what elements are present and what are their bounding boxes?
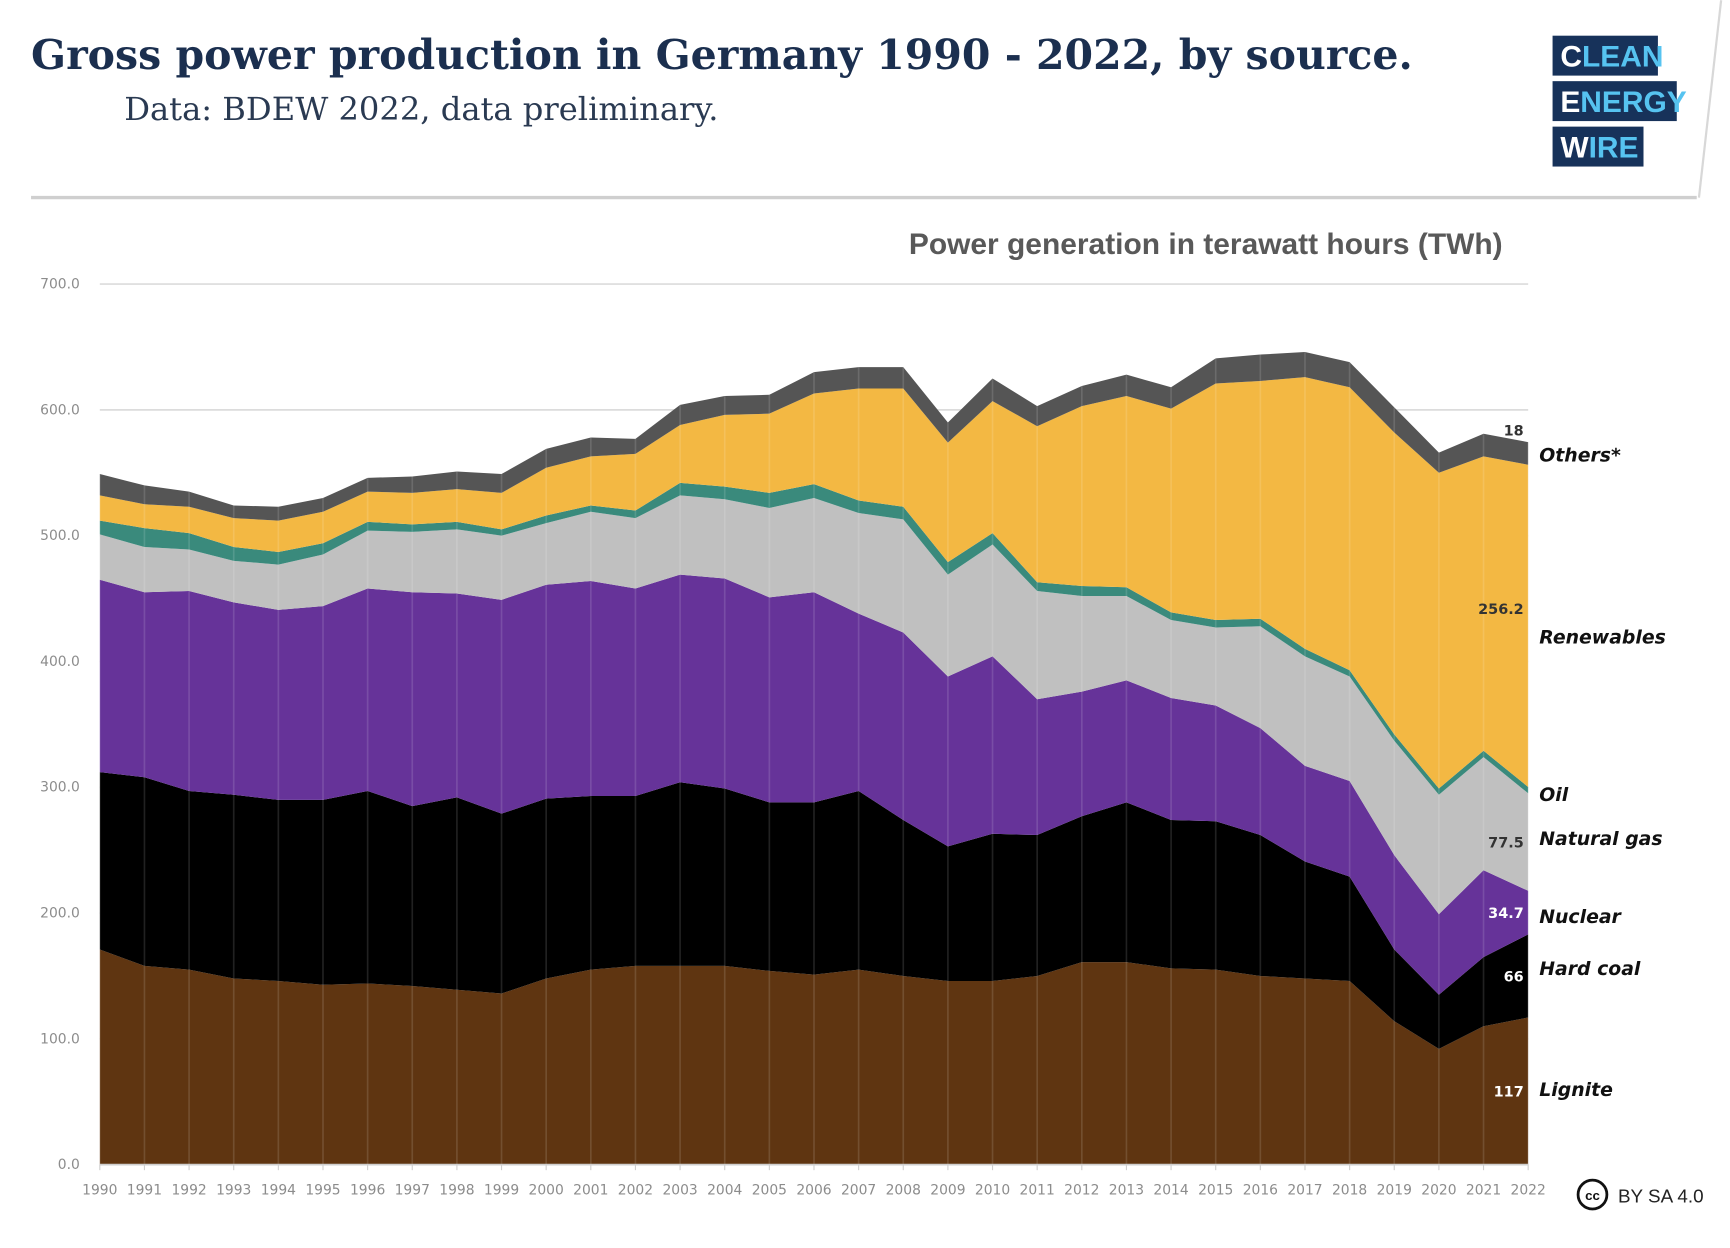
y-tick-label: 100.0 xyxy=(40,1031,80,1047)
area-renewables xyxy=(99,377,1529,789)
x-tick-label: 1998 xyxy=(439,1183,474,1199)
series-label: Natural gas xyxy=(1539,829,1662,850)
logo-box xyxy=(1552,126,1644,167)
series-label: Others* xyxy=(1539,446,1621,467)
value-label: 34.7 xyxy=(1488,906,1524,922)
area-natural-gas xyxy=(99,495,1529,915)
y-tick-label: 700.0 xyxy=(40,277,80,293)
y-tick-label: 0.0 xyxy=(58,1157,80,1173)
x-tick-label: 2010 xyxy=(975,1183,1010,1199)
series-labels: Lignite 117 Hard coal 66 Nuclear 34.7 Natural … xyxy=(1478,423,1666,1100)
x-tick-label: 2002 xyxy=(618,1183,653,1199)
x-tick-label: 2017 xyxy=(1287,1183,1322,1199)
x-tick-label: 1991 xyxy=(127,1183,162,1199)
logo-box xyxy=(1552,35,1658,76)
chart-title: Power generation in terawatt hours (TWh) xyxy=(909,228,1503,261)
year-lines xyxy=(98,352,1529,1165)
x-tick-label: 2016 xyxy=(1243,1183,1278,1199)
value-label: 66 xyxy=(1504,969,1524,985)
x-tick-label: 1996 xyxy=(350,1183,385,1199)
logo-word: ENERGY xyxy=(1560,86,1686,119)
x-tick-label: 2021 xyxy=(1466,1183,1501,1199)
x-tick-label: 2009 xyxy=(930,1183,965,1199)
x-tick-label: 2019 xyxy=(1377,1183,1412,1199)
x-tick-label: 2007 xyxy=(841,1183,876,1199)
x-axis: 1990 1991 1992 1993 1994 1995 1996 1997 1998 1999… xyxy=(82,1164,1546,1199)
x-tick-label: 2001 xyxy=(573,1183,608,1199)
x-tick-label: 2020 xyxy=(1421,1183,1456,1199)
value-label: 117 xyxy=(1494,1085,1524,1101)
creative-commons-icon xyxy=(1576,1178,1609,1211)
x-tick-label: 2018 xyxy=(1332,1183,1367,1199)
value-label: 18 xyxy=(1504,423,1524,439)
area-hard-coal xyxy=(99,772,1529,1049)
x-tick-label: 2012 xyxy=(1064,1183,1099,1199)
x-tick-label: 2015 xyxy=(1198,1183,1233,1199)
stacked-areas xyxy=(99,352,1529,1165)
y-tick-label: 400.0 xyxy=(40,654,80,670)
series-label: Oil xyxy=(1539,785,1568,806)
y-tick-label: 300.0 xyxy=(40,780,80,796)
series-label: Lignite xyxy=(1539,1080,1613,1101)
page-subtitle: Data: BDEW 2022, data preliminary. xyxy=(124,90,718,128)
x-tick-label: 1999 xyxy=(484,1183,519,1199)
x-tick-label: 2008 xyxy=(886,1183,921,1199)
y-tick-label: 500.0 xyxy=(40,528,80,544)
license: cc BY SA 4.0 xyxy=(1576,1178,1704,1211)
x-tick-label: 1995 xyxy=(305,1183,340,1199)
x-tick-label: 2011 xyxy=(1020,1183,1055,1199)
series-label: Hard coal xyxy=(1539,959,1641,980)
area-nuclear xyxy=(99,574,1529,995)
logo-word: CLEAN xyxy=(1560,41,1663,74)
x-tick-label: 2003 xyxy=(662,1183,697,1199)
x-tick-label: 1990 xyxy=(82,1183,117,1199)
x-tick-label: 2005 xyxy=(752,1183,787,1199)
area-lignite xyxy=(99,949,1529,1165)
x-tick-label: 2022 xyxy=(1511,1183,1546,1199)
x-tick-label: 2013 xyxy=(1109,1183,1144,1199)
x-tick-label: 2014 xyxy=(1153,1183,1188,1199)
clean-energy-wire-logo: CLEAN ENERGY WIRE xyxy=(1552,35,1687,167)
x-tick-label: 2004 xyxy=(707,1183,742,1199)
x-tick-label: 1993 xyxy=(216,1183,251,1199)
license-text: BY SA 4.0 xyxy=(1618,1185,1704,1206)
y-tick-label: 200.0 xyxy=(40,905,80,921)
area-others xyxy=(99,352,1529,521)
cc-glyph: cc xyxy=(1585,1188,1600,1203)
x-tick-label: 2006 xyxy=(796,1183,831,1199)
series-label: Nuclear xyxy=(1539,907,1622,928)
series-label: Renewables xyxy=(1539,627,1666,648)
x-tick-label: 2000 xyxy=(529,1183,564,1199)
logo-word: WIRE xyxy=(1560,132,1638,165)
value-label: 256.2 xyxy=(1478,602,1524,618)
x-tick-label: 1994 xyxy=(261,1183,296,1199)
logo-box xyxy=(1552,81,1677,122)
page-title: Gross power production in Germany 1990 -… xyxy=(31,30,1413,79)
header-edge xyxy=(1697,0,1723,198)
x-tick-label: 1997 xyxy=(395,1183,430,1199)
value-label: 77.5 xyxy=(1488,836,1524,852)
y-tick-label: 600.0 xyxy=(40,402,80,418)
x-tick-label: 1992 xyxy=(171,1183,206,1199)
